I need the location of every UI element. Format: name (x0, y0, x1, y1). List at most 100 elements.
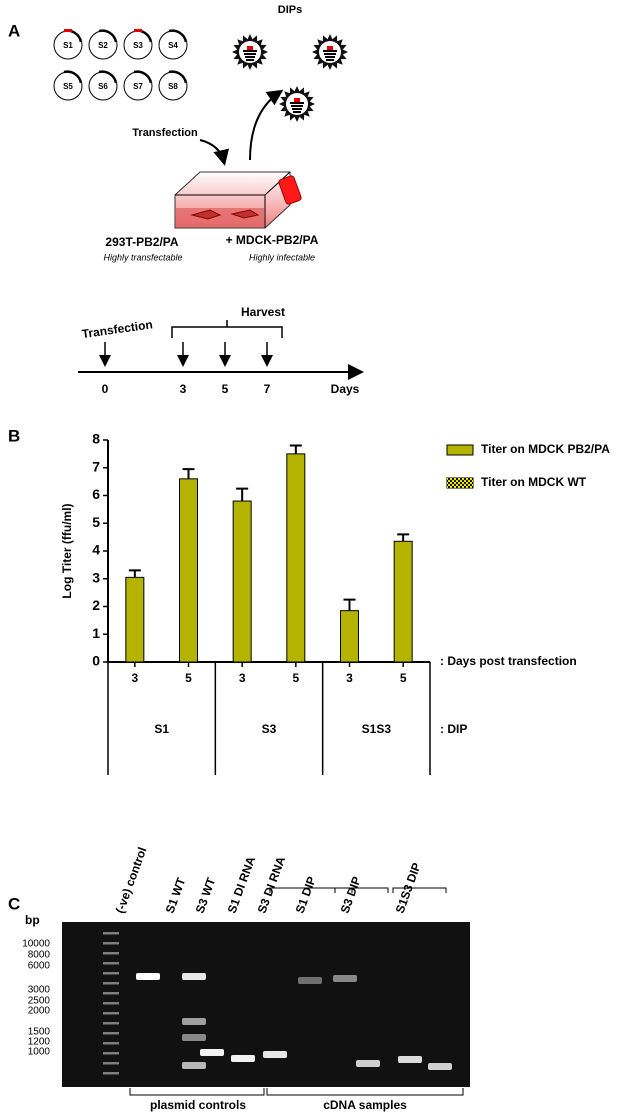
error-bar (182, 468, 195, 479)
dip-rna (245, 56, 255, 58)
legend-label: Titer on MDCK PB2/PA (481, 442, 610, 456)
dip-rna (323, 50, 337, 52)
error-bar (397, 533, 410, 542)
panel-b: B Log Titer (ffu/ml) : Days post transfe… (8, 426, 610, 775)
ladder-label: 8000 (28, 950, 51, 961)
ladder-band (103, 1022, 119, 1025)
bar (125, 576, 145, 663)
timeline-tick: 3 (180, 382, 187, 396)
dip-rna (293, 111, 301, 113)
ladder-band (103, 992, 119, 995)
group-brackets (269, 887, 447, 893)
error-bar (343, 598, 356, 611)
panel-a: A DIPs S1 S2 S3 S4 S5 S6 S7 S8 Transfection 293… (8, 4, 364, 396)
ladder-label: 6000 (28, 961, 51, 972)
dip-rna (290, 102, 304, 104)
lane-label: (-ve) control (113, 845, 150, 915)
arrow (199, 139, 230, 166)
lane-label: S1 DI RNA (225, 854, 259, 915)
timeline-tick: 5 (222, 382, 229, 396)
flask (174, 171, 302, 229)
error-bar (236, 487, 249, 502)
gel-band (428, 1063, 452, 1070)
x-tick-label: 3 (131, 671, 138, 685)
segment-arc (98, 70, 118, 84)
timeline-harvest: Harvest (241, 305, 285, 319)
ladder-label: 2000 (28, 1006, 51, 1017)
gel-band (182, 1018, 206, 1025)
ladder-band (103, 1012, 119, 1015)
group-label: plasmid controls (150, 1098, 246, 1112)
ladder-label: 3000 (28, 985, 51, 996)
x-tick-label: 3 (346, 671, 353, 685)
ladder-band (103, 1052, 119, 1055)
dip-rna (324, 53, 336, 55)
x-tick-label: 5 (185, 671, 192, 685)
panel-label: A (8, 21, 20, 40)
ladder-label: 1200 (28, 1037, 51, 1048)
segment-mark (134, 29, 142, 32)
bp-label: bp (25, 913, 40, 927)
dip-rna (244, 53, 256, 55)
lane-label: S1 WT (163, 875, 189, 915)
segment-arc (63, 70, 83, 84)
y-tick-label: 3 (92, 569, 100, 585)
ladder-band (103, 1002, 119, 1005)
segment-label: S8 (168, 82, 178, 91)
x-tick-label: 5 (400, 671, 407, 685)
dip-rna (246, 59, 254, 61)
error-bar (289, 444, 302, 454)
ladder-band (103, 982, 119, 985)
y-tick-label: 5 (92, 514, 100, 530)
y-axis-label: Log Titer (ffu/ml) (60, 503, 74, 598)
y-tick-label: 2 (92, 597, 100, 613)
gel-band (200, 1049, 224, 1056)
segment-label: S2 (98, 41, 108, 50)
ladder-band (103, 972, 119, 975)
ladder-band (103, 932, 119, 935)
timeline-tick: 7 (264, 382, 271, 396)
group-label: S1 (154, 722, 169, 736)
x-tick-label: 3 (239, 671, 246, 685)
bar (232, 500, 252, 663)
y-tick-label: 8 (92, 431, 100, 447)
segment-arc (133, 70, 153, 84)
y-tick-label: 6 (92, 486, 100, 502)
gel-band (263, 1051, 287, 1058)
lane-label: S3 DIP (338, 875, 364, 916)
cell-note: Highly transfectable (103, 252, 182, 262)
x-tick-label: 5 (292, 671, 299, 685)
y-tick-label: 4 (92, 542, 100, 558)
ladder-band (103, 962, 119, 965)
legend-pattern (447, 478, 473, 488)
arrow (249, 89, 284, 161)
ladder-band (103, 1072, 119, 1075)
segment-arc (168, 29, 188, 43)
ladder-band (103, 1062, 119, 1065)
dip-rna (326, 59, 334, 61)
group-label: S3 (262, 722, 277, 736)
segment-arc (168, 70, 188, 84)
y-tick-label: 7 (92, 458, 100, 474)
gel-band (356, 1060, 380, 1067)
segment-label: S6 (98, 82, 108, 91)
dip-mark (327, 46, 333, 50)
gel-band (333, 975, 357, 982)
bottom-brackets (129, 1088, 464, 1096)
lane-label: S3 DI RNA (255, 854, 289, 915)
segment-arc (98, 29, 118, 43)
panel-label: C (8, 894, 20, 913)
ladder-label: 1000 (28, 1047, 51, 1058)
panel-label: B (8, 426, 20, 445)
dip-icons (232, 34, 348, 122)
dips-label: DIPs (278, 4, 302, 16)
legend-swatch (446, 444, 474, 456)
dip-mark (247, 46, 253, 50)
segments: S1 S2 S3 S4 S5 S6 S7 S8 (53, 29, 188, 101)
gel-band (182, 973, 206, 980)
gel-band (182, 1034, 206, 1041)
harvest-bracket (171, 320, 283, 338)
segment-label: S4 (168, 41, 178, 50)
group-label: cDNA samples (323, 1098, 407, 1112)
